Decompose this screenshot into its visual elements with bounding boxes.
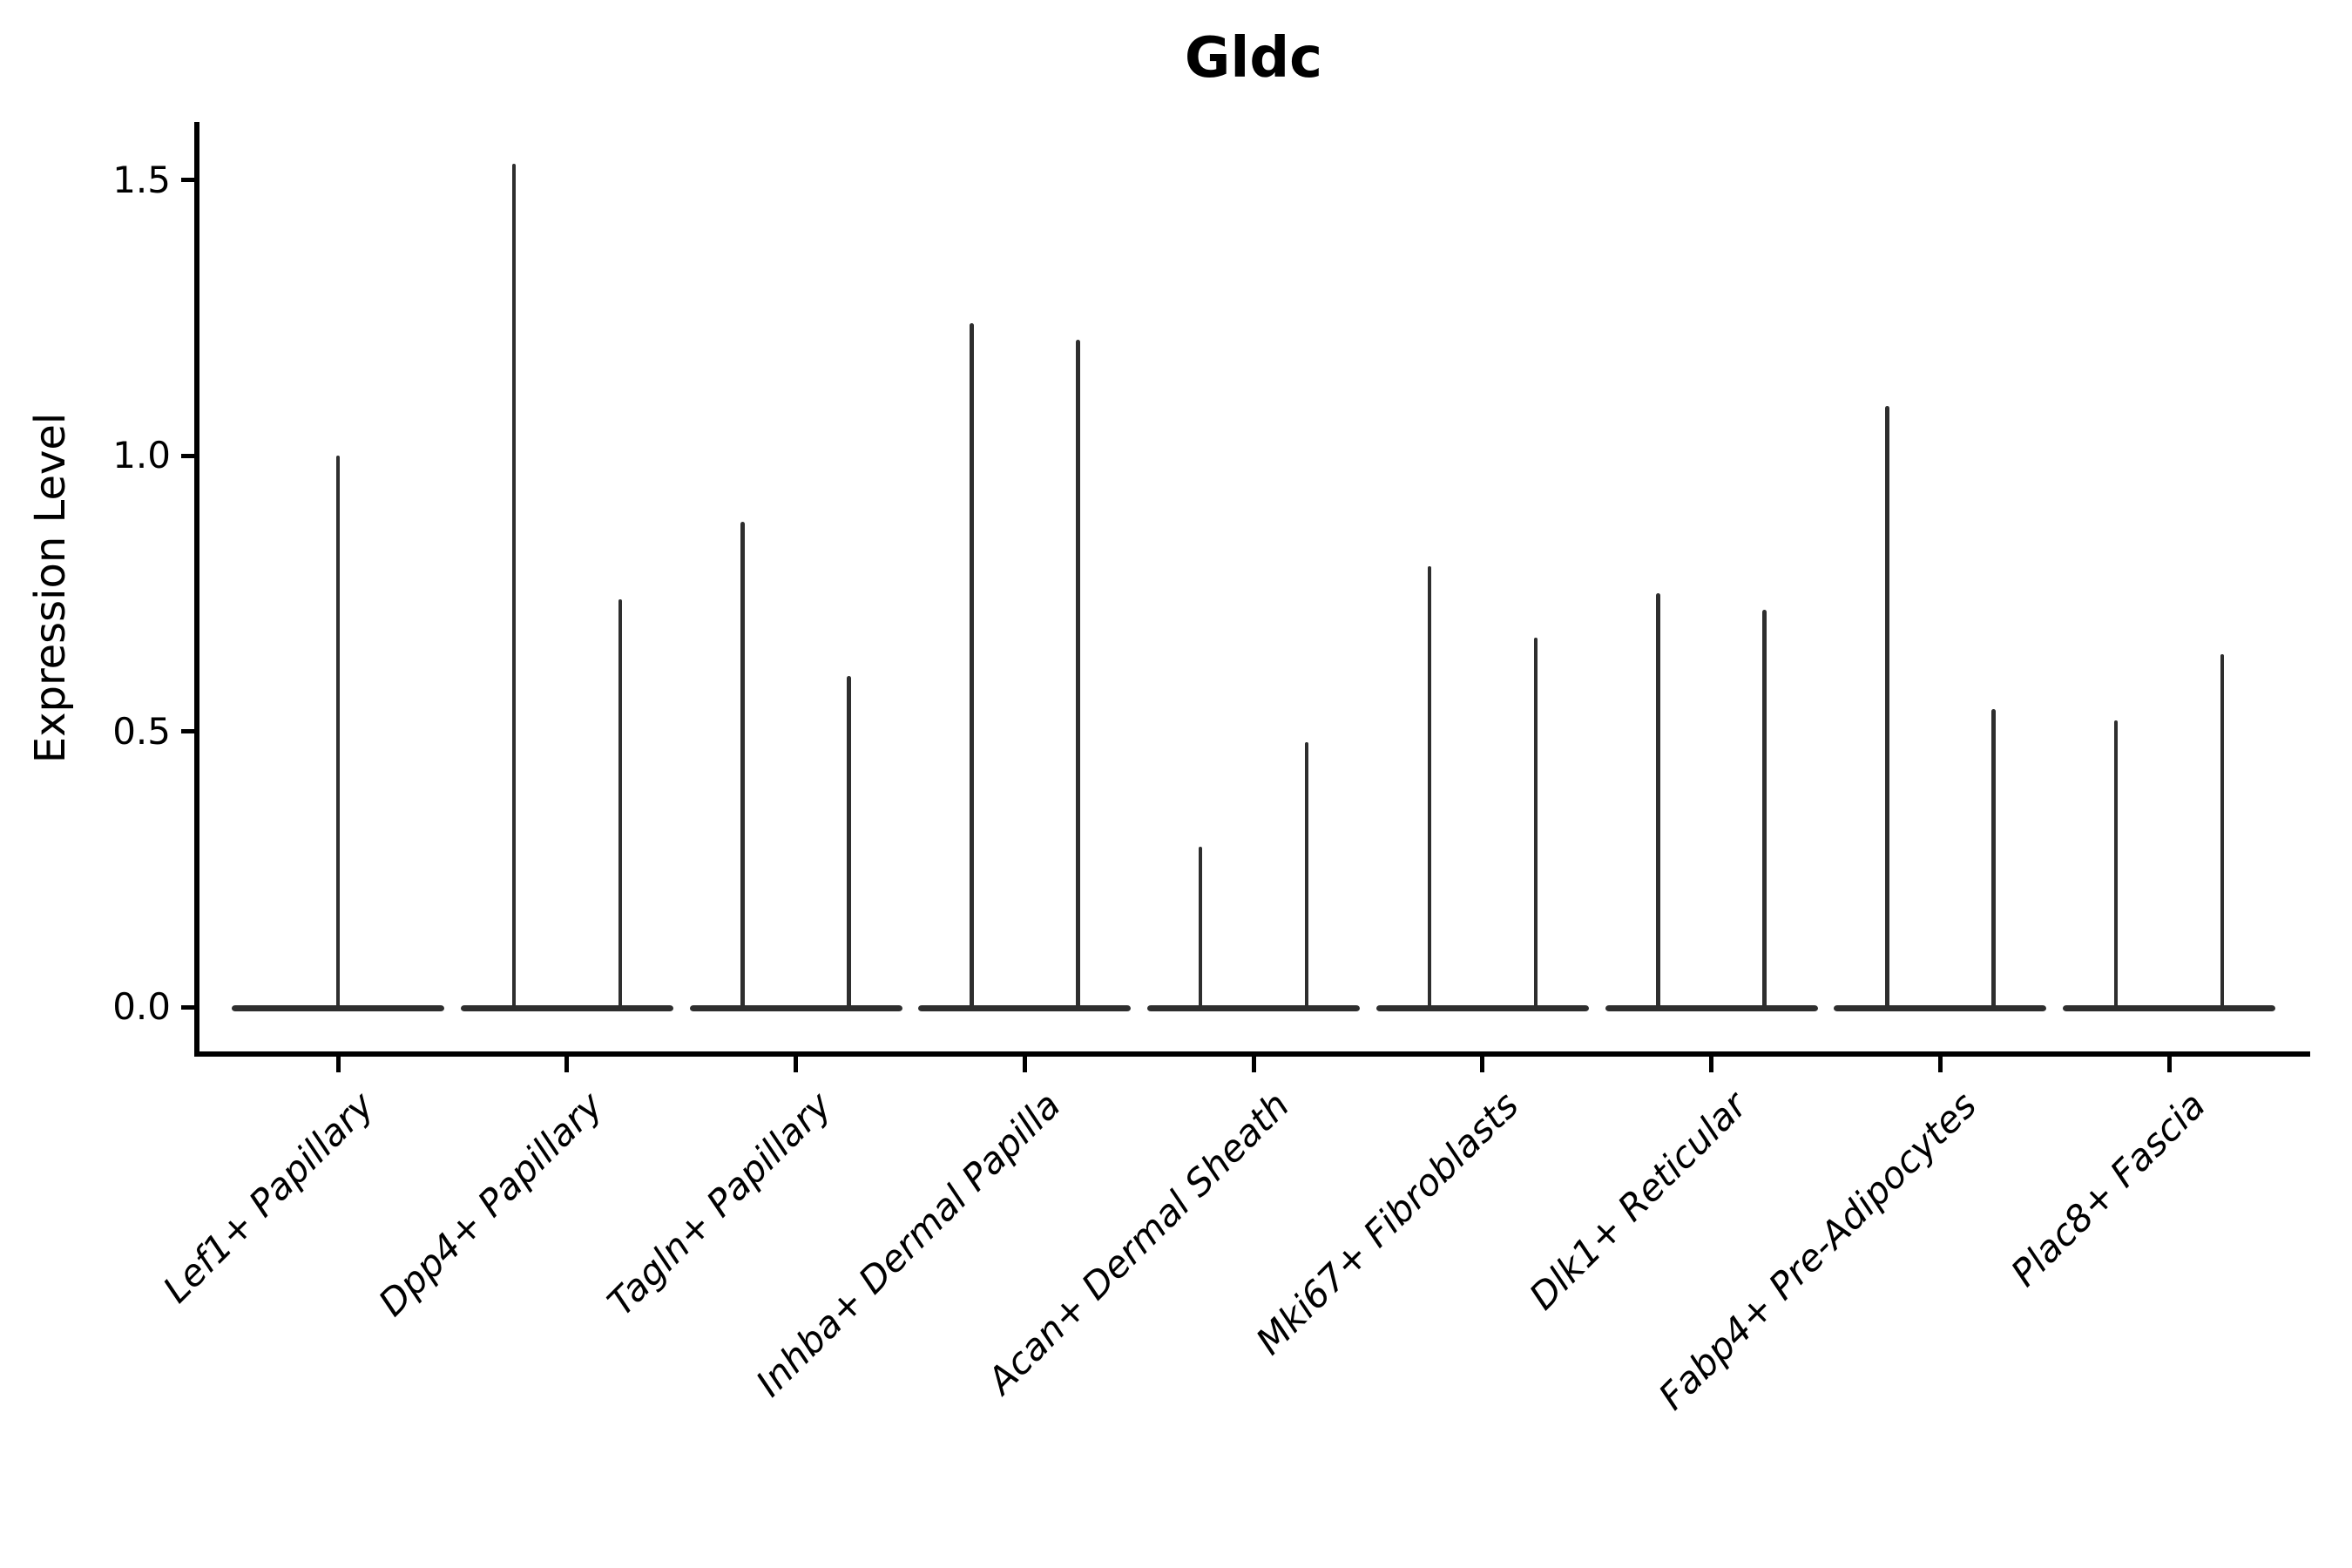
- violin-spike: [1656, 593, 1660, 1009]
- y-tick-label: 0.0: [112, 985, 171, 1028]
- y-tick: [181, 1004, 197, 1010]
- violin-spike: [2220, 653, 2225, 1009]
- x-tick: [335, 1057, 341, 1072]
- x-tick: [564, 1057, 570, 1072]
- violin-base: [1147, 1004, 1360, 1011]
- violin-base: [1834, 1004, 2047, 1011]
- x-tick-label: Plac8+ Fascia: [2002, 1084, 2213, 1295]
- x-tick: [1251, 1057, 1256, 1072]
- x-tick-label: Lef1+ Papillary: [154, 1084, 382, 1311]
- violin-base: [1605, 1004, 1818, 1011]
- x-tick: [1480, 1057, 1485, 1072]
- y-axis-spine: [194, 122, 199, 1057]
- violin-spike: [618, 598, 622, 1009]
- x-tick-label: Dpp4+ Papillary: [370, 1084, 612, 1325]
- x-tick: [1937, 1057, 1943, 1072]
- x-tick: [1022, 1057, 1027, 1072]
- violin-spike: [1885, 406, 1889, 1009]
- violin-spike: [970, 323, 974, 1009]
- y-tick: [181, 453, 197, 458]
- violin-spike: [1198, 847, 1203, 1009]
- violin-spike: [1076, 340, 1080, 1009]
- violin-spike: [335, 456, 341, 1009]
- y-tick: [181, 729, 197, 733]
- chart-title: Gldc: [1184, 26, 1323, 91]
- violin-spike: [1533, 637, 1538, 1009]
- violin-spike: [847, 676, 851, 1009]
- y-tick-label: 0.5: [112, 709, 171, 753]
- y-tick-label: 1.0: [112, 434, 171, 476]
- violin-base: [689, 1004, 902, 1011]
- violin-spike: [2113, 720, 2119, 1009]
- violin-spike: [511, 163, 516, 1009]
- violin-spike: [1427, 565, 1431, 1009]
- violin-base: [1375, 1004, 1589, 1011]
- x-tick-label: Dlk1+ Reticular: [1521, 1084, 1756, 1318]
- violin-spike: [1991, 709, 1996, 1009]
- violin-base: [460, 1004, 673, 1011]
- x-tick-label: Mki67+ Fibroblasts: [1247, 1084, 1527, 1363]
- y-tick-label: 1.5: [112, 158, 171, 201]
- x-axis-spine: [194, 1051, 2310, 1057]
- y-tick: [181, 178, 197, 182]
- violin-base: [918, 1004, 1132, 1011]
- violin-spike: [740, 521, 745, 1009]
- x-tick-label: Tagln+ Papillary: [599, 1084, 841, 1324]
- violin-spike: [1762, 610, 1767, 1009]
- violin-spike: [1304, 742, 1309, 1009]
- x-tick: [2166, 1057, 2172, 1072]
- violin-base: [2063, 1004, 2275, 1011]
- x-tick: [794, 1057, 798, 1072]
- x-tick: [1709, 1057, 1713, 1072]
